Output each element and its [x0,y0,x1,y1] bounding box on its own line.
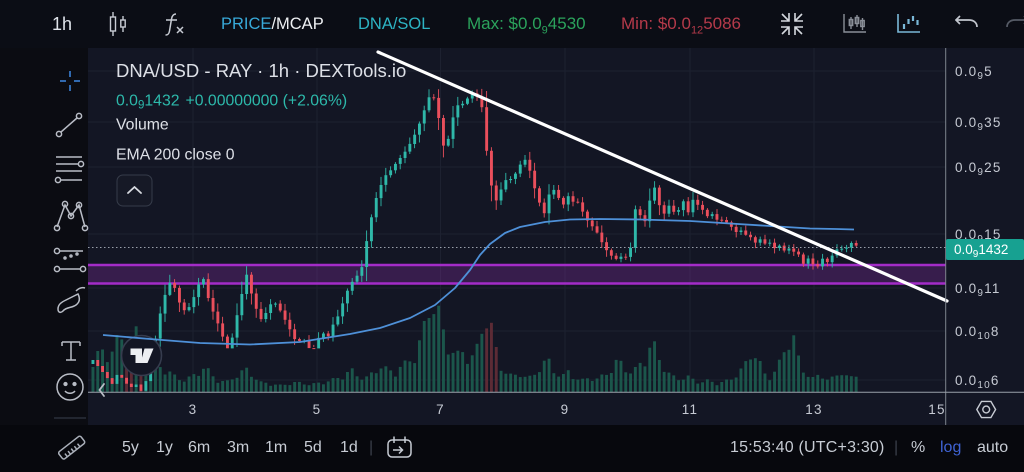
svg-text:0.0106: 0.0106 [955,373,1000,391]
svg-text:0.0108: 0.0108 [955,324,1000,342]
svg-text:0.0935: 0.0935 [955,115,1002,133]
svg-text:0.095: 0.095 [955,64,993,82]
svg-text:0.091432: 0.091432 [954,242,1008,260]
svg-text:3: 3 [189,402,198,417]
svg-text:0.091432+0.00000000 (+2.06%): 0.091432 +0.00000000 (+2.06%) [116,93,347,112]
svg-text:0.0925: 0.0925 [955,160,1002,178]
svg-text:EMA 200 close 0: EMA 200 close 0 [116,147,235,164]
svg-text:5: 5 [313,402,322,417]
svg-text:0.0911: 0.0911 [955,281,1001,299]
svg-text:Volume: Volume [116,117,169,134]
svg-text:7: 7 [436,402,445,417]
svg-text:DNA/USD - RAY · 1h · DEXTools.: DNA/USD - RAY · 1h · DEXTools.io [116,60,406,81]
svg-text:13: 13 [805,402,822,417]
svg-text:9: 9 [561,402,570,417]
svg-text:15: 15 [928,402,945,417]
svg-text:11: 11 [682,402,698,417]
